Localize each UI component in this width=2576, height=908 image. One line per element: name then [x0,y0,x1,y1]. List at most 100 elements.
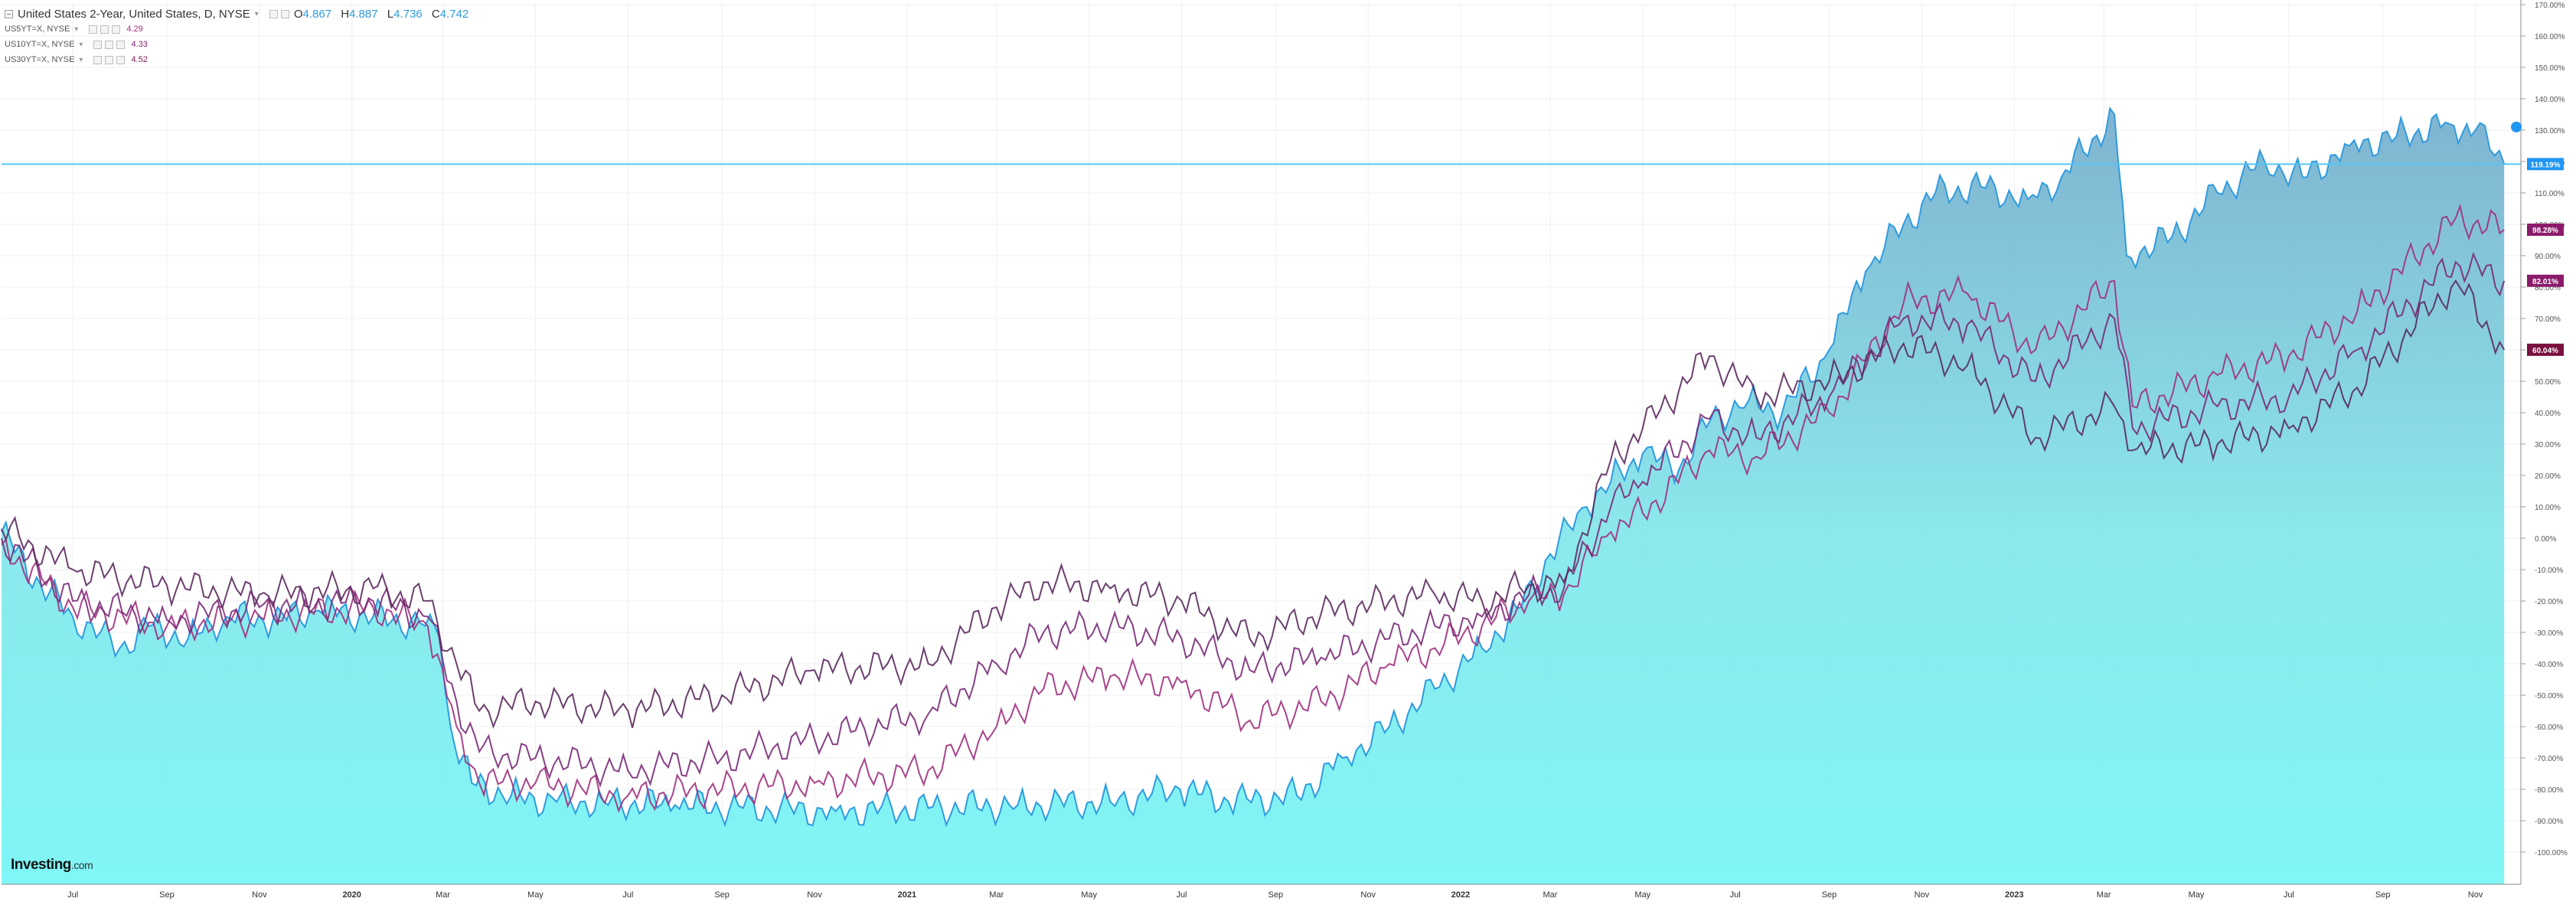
y-tick-label: -100.00% [2535,849,2568,857]
price-badge: 98.28% [2527,224,2564,237]
x-tick-label: Jul [622,890,633,900]
close-key: C [431,7,440,21]
y-tick-label: 20.00% [2535,472,2561,481]
y-tick-label: -90.00% [2535,818,2563,826]
price-badge: 119.19% [2527,158,2564,171]
settings-icon[interactable] [89,24,98,34]
y-tick-label: 170.00% [2535,2,2565,10]
y-tick-label: -60.00% [2535,723,2563,732]
chevron-down-icon[interactable]: ▾ [79,40,83,49]
y-tick-label: 40.00% [2535,410,2561,418]
y-tick-label: 90.00% [2535,253,2561,261]
y-tick-label: 10.00% [2535,504,2561,512]
legend-compare-row[interactable]: US10YT=X, NYSE ▾ 4.33 [5,37,475,52]
ohlc-values: O4.867 H4.887 L4.736 C4.742 [294,8,475,21]
x-tick-label: May [527,890,544,900]
y-tick-label: 110.00% [2535,190,2565,198]
remove-icon[interactable] [116,40,126,49]
x-tick-label: Mar [436,890,450,900]
x-tick-label: Sep [2375,890,2391,900]
legend-compare-row[interactable]: US5YT=X, NYSE ▾ 4.29 [5,21,475,37]
open-value: 4.867 [302,7,332,21]
y-tick-label: 30.00% [2535,441,2561,449]
x-tick-label: Jul [1730,890,1741,900]
x-tick-label: May [1634,890,1650,900]
chevron-down-icon[interactable]: ▾ [254,9,259,18]
x-tick-label: Mar [2097,890,2111,900]
compare-value: 4.52 [131,55,148,64]
logo-suffix: .com [70,859,93,871]
y-tick-label: -30.00% [2535,629,2563,638]
open-key: O [293,7,303,21]
low-key: L [387,7,394,21]
remove-icon[interactable] [112,24,121,34]
price-badge-bg [2527,274,2564,287]
hide-icon[interactable] [100,24,109,34]
price-badge-label: 82.01% [2532,278,2558,286]
x-tick-label: May [2189,890,2205,900]
lines-layer [1,163,2521,813]
settings-icon[interactable] [93,40,103,49]
y-tick-label: 160.00% [2535,33,2565,41]
x-tick-label: Jul [2284,890,2294,900]
x-tick-label: Sep [1268,890,1284,900]
series-line-us5yt-x [1,204,2505,813]
x-tick-label: Nov [807,890,822,900]
hide-icon[interactable] [280,9,289,18]
y-tick-label: 80.00% [2535,284,2561,292]
y-tick-label: -70.00% [2535,755,2563,763]
marker-icon[interactable] [2511,121,2522,132]
x-tick-label: May [1081,890,1097,900]
hide-icon[interactable] [105,55,114,64]
y-tick-label: 0.00% [2535,535,2556,544]
settings-icon[interactable] [93,55,103,64]
chevron-down-icon[interactable]: ▾ [79,55,83,64]
low-value: 4.736 [393,7,423,21]
area-layer [1,106,2506,885]
price-badge-label: 98.28% [2532,227,2558,235]
hide-icon[interactable] [105,40,114,49]
remove-icon[interactable] [116,55,126,64]
legend-main-row[interactable]: United States 2-Year, United States, D, … [5,6,475,21]
y-tick-label: -20.00% [2535,598,2563,606]
high-key: H [341,7,350,21]
investing-logo: Investing.com [11,857,93,874]
settings-icon[interactable] [269,9,278,18]
price-badge: 60.04% [2527,343,2564,356]
y-tick-label: -80.00% [2535,786,2563,795]
x-tick-label: Sep [159,890,175,900]
series-line-us10yt-x [1,251,2506,789]
price-badge-bg [2527,343,2564,356]
x-tick-label: Nov [1915,890,1930,900]
legend-compare-row[interactable]: US30YT=X, NYSE ▾ 4.52 [5,52,475,67]
x-tick-label: 2023 [2005,890,2023,900]
x-tick-label: Sep [1822,890,1837,900]
high-value: 4.887 [349,7,378,21]
compare-value: 4.29 [126,24,143,34]
x-tick-label: Mar [1543,890,1557,900]
price-badge: 82.01% [2527,274,2564,287]
x-tick-label: Mar [989,890,1004,900]
y-tick-label: -10.00% [2535,567,2563,575]
price-badge-bg [2527,224,2564,237]
chevron-down-icon[interactable]: ▾ [74,24,79,34]
x-tick-label: Nov [1360,890,1376,900]
x-tick-label: Nov [2468,890,2483,900]
collapse-icon[interactable] [5,9,13,18]
y-tick-label: 70.00% [2535,315,2561,324]
legend: United States 2-Year, United States, D, … [5,6,475,67]
compare-title: US10YT=X, NYSE [5,40,75,49]
x-tick-label: 2021 [898,890,916,900]
close-value: 4.742 [439,7,469,21]
y-tick-label: -50.00% [2535,692,2563,701]
y-tick-label: 140.00% [2535,96,2565,104]
area-fill-2y [2,108,2505,885]
y-tick-label: -40.00% [2535,661,2563,669]
compare-title: US5YT=X, NYSE [5,24,70,34]
y-tick-label: 50.00% [2535,378,2561,387]
main-series-title: United States 2-Year, United States, D, … [18,7,250,21]
logo-brand: Investing [11,857,71,873]
